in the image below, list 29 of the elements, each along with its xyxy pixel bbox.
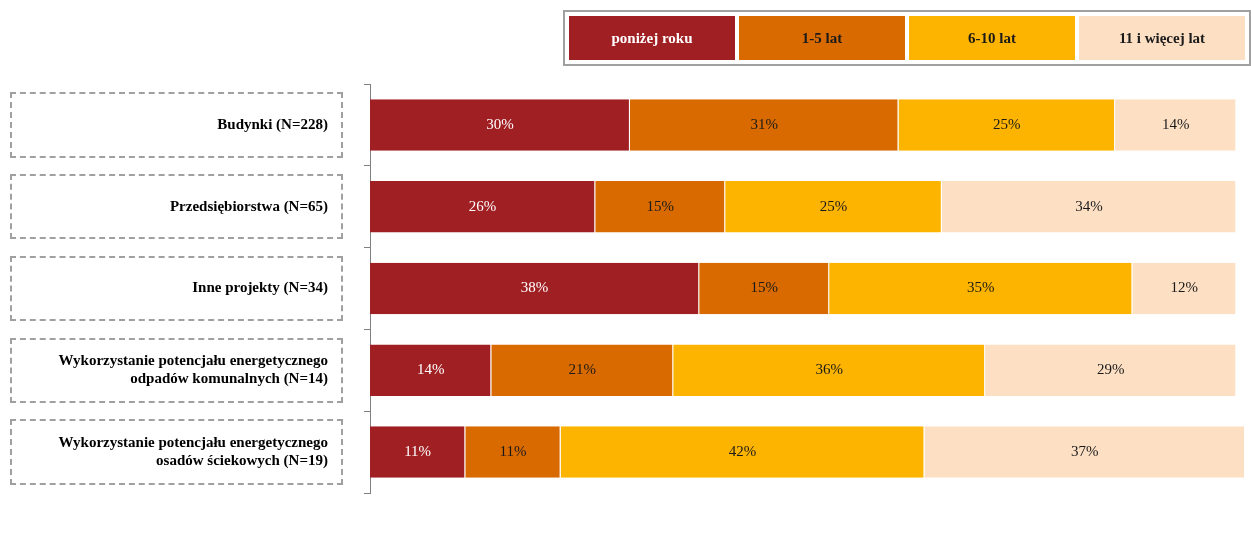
data-label: 34% (1075, 197, 1103, 214)
data-label: 30% (486, 115, 514, 132)
data-label: 35% (967, 279, 995, 296)
data-label: 42% (728, 443, 757, 460)
y-tick-label: Przedsiębiorstwa (N=65) (169, 197, 328, 215)
data-label: 36% (815, 361, 843, 378)
data-label: 37% (1070, 443, 1099, 460)
text: 6-10 lat (909, 16, 1075, 60)
data-label: 29% (1096, 361, 1125, 378)
text: 11 i więcej lat (1079, 16, 1245, 60)
data-label: 11% (404, 443, 432, 460)
data-label: 11% (499, 443, 527, 460)
y-tick-label: Wykorzystanie potencjału energetycznego odpadów komunalnych (N=14) (58, 352, 328, 388)
y-tick-label: Wykorzystanie potencjału energetycznego osadów ściekowych (N=19) (58, 433, 328, 469)
data-label: 14% (1161, 115, 1190, 132)
data-label: 31% (750, 115, 778, 132)
data-label: 26% (468, 197, 497, 214)
data-label: 25% (993, 115, 1021, 132)
text: 1-5 lat (739, 16, 905, 60)
data-label: 12% (1170, 279, 1199, 296)
data-label: 14% (416, 361, 445, 378)
data-label: 15% (646, 197, 674, 214)
data-label: 38% (520, 279, 549, 296)
y-tick-label: Inne projekty (N=34) (192, 279, 328, 297)
data-label: 25% (819, 197, 848, 214)
y-tick-label: Budynki (N=228) (217, 115, 328, 133)
text: poniżej roku (569, 16, 735, 60)
data-label: 15% (750, 279, 778, 296)
data-label: 21% (568, 361, 596, 378)
